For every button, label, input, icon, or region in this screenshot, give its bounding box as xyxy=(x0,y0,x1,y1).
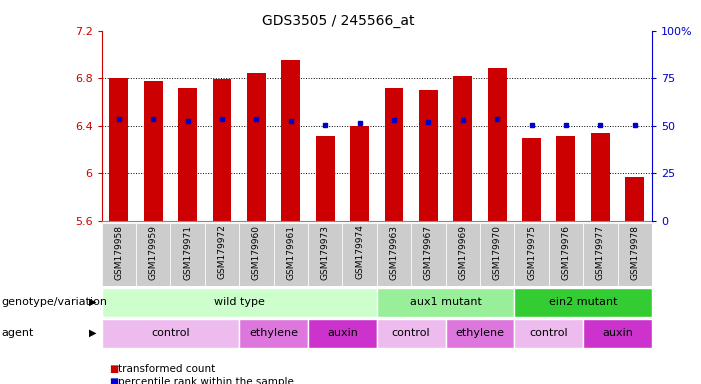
Text: agent: agent xyxy=(1,328,34,338)
Bar xyxy=(618,223,652,286)
Text: ■: ■ xyxy=(109,377,118,384)
Bar xyxy=(136,223,170,286)
Bar xyxy=(102,288,377,317)
Bar xyxy=(515,223,549,286)
Text: GSM179959: GSM179959 xyxy=(149,225,158,280)
Bar xyxy=(446,223,480,286)
Text: GSM179976: GSM179976 xyxy=(562,225,571,280)
Text: GSM179977: GSM179977 xyxy=(596,225,605,280)
Bar xyxy=(419,90,438,221)
Text: auxin: auxin xyxy=(602,328,633,338)
Bar xyxy=(308,223,342,286)
Bar xyxy=(247,73,266,221)
Text: GSM179971: GSM179971 xyxy=(183,225,192,280)
Bar xyxy=(377,223,411,286)
Bar xyxy=(625,177,644,221)
Bar xyxy=(377,319,446,348)
Bar xyxy=(515,319,583,348)
Bar xyxy=(102,223,136,286)
Bar xyxy=(522,137,541,221)
Bar xyxy=(102,319,239,348)
Bar xyxy=(583,223,618,286)
Bar xyxy=(178,88,197,221)
Bar xyxy=(109,78,128,221)
Bar xyxy=(488,68,507,221)
Text: control: control xyxy=(529,328,568,338)
Bar xyxy=(515,288,652,317)
Bar xyxy=(454,76,472,221)
Bar xyxy=(377,288,515,317)
Bar xyxy=(411,223,446,286)
Text: ethylene: ethylene xyxy=(456,328,505,338)
Bar xyxy=(273,223,308,286)
Text: control: control xyxy=(392,328,430,338)
Bar xyxy=(557,136,576,221)
Text: aux1 mutant: aux1 mutant xyxy=(409,297,482,308)
Text: GSM179975: GSM179975 xyxy=(527,225,536,280)
Text: GSM179978: GSM179978 xyxy=(630,225,639,280)
Text: control: control xyxy=(151,328,190,338)
Text: transformed count: transformed count xyxy=(118,364,215,374)
Text: GSM179960: GSM179960 xyxy=(252,225,261,280)
Bar xyxy=(315,136,334,221)
Text: GSM179973: GSM179973 xyxy=(320,225,329,280)
Text: ■: ■ xyxy=(109,364,118,374)
Text: GSM179961: GSM179961 xyxy=(286,225,295,280)
Bar xyxy=(385,88,404,221)
Text: genotype/variation: genotype/variation xyxy=(1,297,107,307)
Bar xyxy=(205,223,239,286)
Title: GDS3505 / 245566_at: GDS3505 / 245566_at xyxy=(262,14,414,28)
Bar xyxy=(350,126,369,221)
Text: GSM179972: GSM179972 xyxy=(217,225,226,280)
Text: GSM179970: GSM179970 xyxy=(493,225,502,280)
Bar xyxy=(446,319,515,348)
Text: percentile rank within the sample: percentile rank within the sample xyxy=(118,377,294,384)
Text: GSM179974: GSM179974 xyxy=(355,225,364,280)
Text: GSM179958: GSM179958 xyxy=(114,225,123,280)
Bar xyxy=(239,319,308,348)
Text: wild type: wild type xyxy=(214,297,265,308)
Bar xyxy=(212,79,231,221)
Bar xyxy=(342,223,377,286)
Text: ▶: ▶ xyxy=(89,297,97,307)
Text: GSM179963: GSM179963 xyxy=(390,225,398,280)
Bar xyxy=(480,223,515,286)
Bar xyxy=(239,223,273,286)
Bar xyxy=(591,133,610,221)
Text: GSM179967: GSM179967 xyxy=(424,225,433,280)
Text: ethylene: ethylene xyxy=(249,328,298,338)
Text: ▶: ▶ xyxy=(89,328,97,338)
Bar xyxy=(583,319,652,348)
Bar xyxy=(549,223,583,286)
Bar xyxy=(308,319,377,348)
Text: ein2 mutant: ein2 mutant xyxy=(549,297,618,308)
Text: auxin: auxin xyxy=(327,328,358,338)
Bar xyxy=(144,81,163,221)
Bar xyxy=(281,60,300,221)
Bar xyxy=(170,223,205,286)
Text: GSM179969: GSM179969 xyxy=(458,225,468,280)
